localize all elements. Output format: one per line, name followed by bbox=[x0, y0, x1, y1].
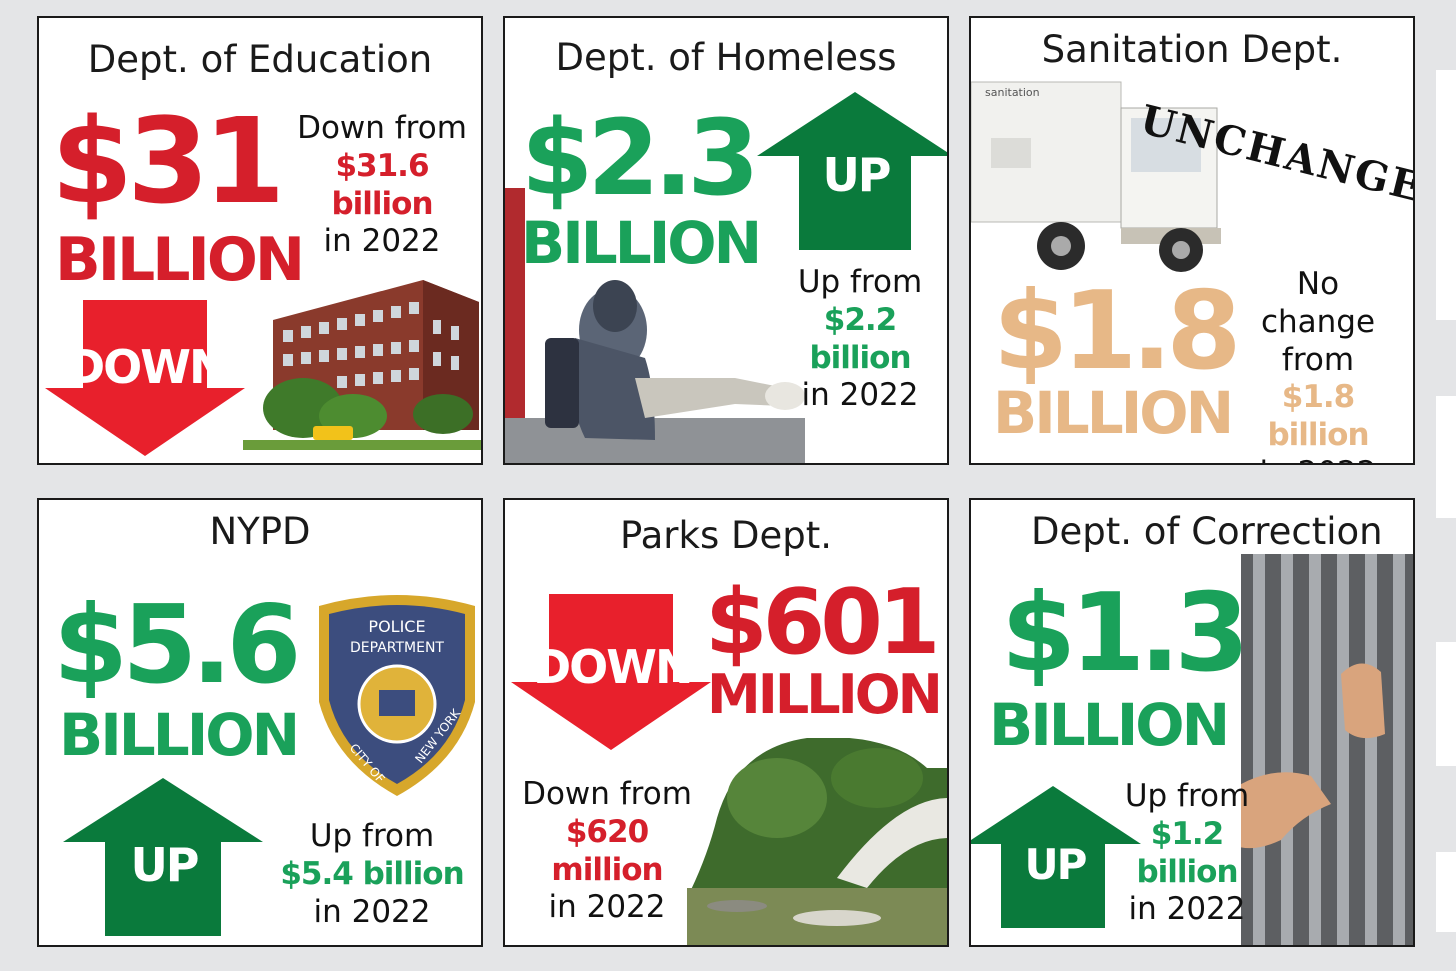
note-prefix: Down from bbox=[522, 776, 692, 812]
budget-unit: MILLION bbox=[707, 663, 943, 726]
note-prefix: Up from bbox=[1124, 778, 1250, 814]
garbage-truck-icon: sanitation bbox=[971, 81, 1221, 272]
budget-amount: $1.3 bbox=[1001, 571, 1249, 696]
budget-amount: $2.3 bbox=[521, 97, 760, 219]
note-prefix-2: from bbox=[1281, 341, 1355, 378]
note-amount: $2.2 bbox=[823, 301, 898, 338]
arrow-label: UP bbox=[822, 148, 891, 202]
note-prefix: Up from bbox=[797, 264, 923, 300]
truck-label: sanitation bbox=[985, 86, 1040, 99]
panel-correction: Dept. of Correction $1.3 BILLION UP Up f… bbox=[969, 498, 1415, 947]
panel-title: Dept. of Homeless bbox=[555, 36, 897, 79]
jail-bars-icon bbox=[1241, 554, 1413, 945]
badge-top-text: POLICE bbox=[368, 617, 425, 636]
budget-unit: BILLION bbox=[993, 379, 1234, 447]
comparison-note: Up from $1.2 billion in 2022 bbox=[1117, 778, 1257, 929]
note-amount: $31.6 bbox=[335, 147, 429, 184]
up-arrow-icon bbox=[63, 778, 263, 936]
arrow-label: DOWN bbox=[67, 340, 228, 394]
note-year: in 2022 bbox=[313, 893, 431, 930]
comparison-note: No change from $1.8 billion in 2022 bbox=[1235, 266, 1401, 463]
comparison-note: Down from $620 million in 2022 bbox=[519, 776, 695, 927]
up-arrow-icon bbox=[971, 786, 1141, 928]
panel-title: Parks Dept. bbox=[619, 514, 832, 557]
budget-amount: $31 bbox=[51, 92, 285, 230]
note-amount: $1.8 bbox=[1281, 379, 1356, 416]
edge-strip bbox=[1436, 642, 1456, 766]
budget-amount: $5.6 bbox=[53, 583, 301, 708]
note-unit: billion bbox=[1267, 417, 1369, 454]
note-prefix: No change bbox=[1260, 266, 1376, 340]
edge-strip bbox=[1436, 70, 1456, 320]
edge-strip bbox=[1436, 852, 1456, 932]
note-year: in 2022 bbox=[1259, 455, 1376, 463]
note-year: in 2022 bbox=[548, 889, 666, 926]
panel-title: Dept. of Education bbox=[87, 38, 433, 81]
comparison-note: Up from $5.4 billion in 2022 bbox=[275, 818, 469, 931]
badge-mid-text: DEPARTMENT bbox=[350, 640, 444, 656]
note-prefix: Up from bbox=[309, 818, 435, 854]
panel-title: Sanitation Dept. bbox=[1041, 28, 1343, 71]
budget-unit: BILLION bbox=[59, 701, 300, 769]
school-building-icon bbox=[243, 280, 481, 450]
note-year: in 2022 bbox=[1128, 891, 1246, 928]
note-year: in 2022 bbox=[801, 377, 919, 414]
note-amount: $620 bbox=[565, 813, 649, 850]
note-amount: $1.2 bbox=[1150, 815, 1225, 852]
note-prefix: Down from bbox=[297, 110, 467, 146]
edge-strip bbox=[1436, 396, 1456, 518]
arrow-label: DOWN bbox=[533, 640, 694, 694]
panel-parks: Parks Dept. DOWN $601 MILLION Down from … bbox=[503, 498, 949, 947]
note-year: in 2022 bbox=[323, 223, 441, 260]
panel-title: NYPD bbox=[209, 510, 311, 553]
note-unit: billion bbox=[809, 339, 911, 376]
budget-amount: $601 bbox=[705, 570, 940, 675]
comparison-note: Down from $31.6 billion in 2022 bbox=[297, 110, 467, 261]
budget-unit: BILLION bbox=[55, 225, 305, 295]
up-arrow-icon bbox=[757, 92, 947, 250]
panel-nypd: NYPD $5.6 BILLION POLICE DEPARTMENT CITY… bbox=[37, 498, 483, 947]
panel-title: Dept. of Correction bbox=[1031, 510, 1383, 553]
note-unit: billion bbox=[1136, 853, 1238, 890]
down-arrow-icon bbox=[511, 594, 711, 750]
down-arrow-icon bbox=[45, 300, 245, 456]
note-unit: billion bbox=[331, 185, 433, 222]
note-unit: million bbox=[551, 851, 663, 888]
park-bridge-icon bbox=[687, 738, 947, 945]
note-amount: $5.4 billion bbox=[280, 855, 464, 892]
arrow-label: UP bbox=[130, 838, 199, 892]
panel-homeless: Dept. of Homeless $2.3 BILLION UP Up fro… bbox=[503, 16, 949, 465]
homeless-person-icon bbox=[505, 188, 805, 463]
arrow-label: UP bbox=[1024, 840, 1088, 889]
budget-unit: BILLION bbox=[989, 691, 1230, 759]
budget-unit: BILLION bbox=[521, 209, 762, 277]
budget-amount: $1.8 bbox=[993, 269, 1241, 394]
police-badge-icon: POLICE DEPARTMENT CITY OF NEW YORK bbox=[319, 595, 475, 796]
panel-education: Dept. of Education $31 BILLION Down from… bbox=[37, 16, 483, 465]
panel-sanitation: Sanitation Dept. sanitation UNCHANGED $1… bbox=[969, 16, 1415, 465]
comparison-note: Up from $2.2 billion in 2022 bbox=[785, 264, 935, 415]
